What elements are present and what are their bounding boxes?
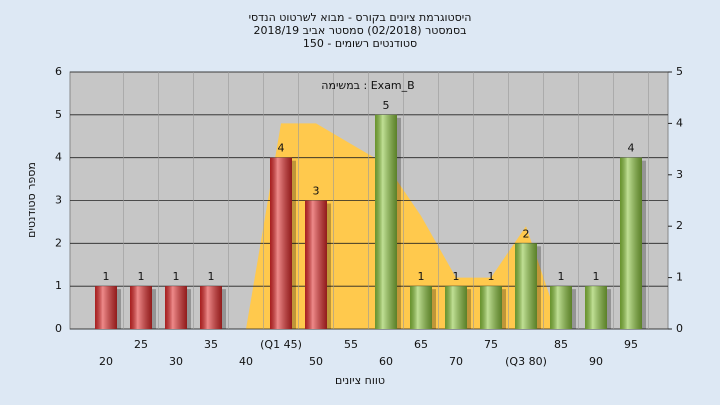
value-label: 1 xyxy=(138,270,145,283)
value-label: 1 xyxy=(418,270,425,283)
y-tick-label: 2 xyxy=(55,236,62,249)
bar-shine xyxy=(200,286,222,329)
x-tick-label: 60 xyxy=(379,355,393,368)
y-tick-label: 6 xyxy=(55,65,62,78)
chart-title: היסטוגרמת ציונים בקורס - מבוא לשרטוט הנד… xyxy=(249,11,472,24)
x-tick-label: 50 xyxy=(309,355,323,368)
bar-shine xyxy=(165,286,187,329)
y-tick-label: 1 xyxy=(55,279,62,292)
value-label: 1 xyxy=(453,270,460,283)
y2-tick-label: 3 xyxy=(676,168,683,181)
value-label: 1 xyxy=(173,270,180,283)
x-tick-label: 85 xyxy=(554,338,568,351)
y-axis-label: מספר סטודנטים xyxy=(25,162,38,238)
annotation: במשימה : Exam_B xyxy=(321,79,414,92)
value-label: 2 xyxy=(523,227,530,240)
chart-subtitle: סטודנטים רשומים - 150 xyxy=(303,37,417,50)
bar-shine xyxy=(480,286,502,329)
y2-tick-label: 2 xyxy=(676,219,683,232)
x-tick-label: 75 xyxy=(484,338,498,351)
x-tick-label: 90 xyxy=(589,355,603,368)
x-tick-label: 40 xyxy=(239,355,253,368)
x-tick-label: 95 xyxy=(624,338,638,351)
chart-subtitle: בסמסטר (02/2018) סמסטר אביב 2018/19 xyxy=(253,24,466,37)
y-tick-label: 0 xyxy=(55,322,62,335)
bar-shine xyxy=(130,286,152,329)
x-tick-label: 35 xyxy=(204,338,218,351)
y2-tick-label: 0 xyxy=(676,322,683,335)
bar-shine xyxy=(515,243,537,329)
x-tick-label: (Q3 80) xyxy=(505,355,547,368)
y2-tick-label: 1 xyxy=(676,271,683,284)
y-tick-label: 4 xyxy=(55,151,62,164)
x-tick-label: 70 xyxy=(449,355,463,368)
y-tick-label: 3 xyxy=(55,194,62,207)
x-tick-label: (Q1 45) xyxy=(260,338,302,351)
y2-tick-label: 5 xyxy=(676,65,683,78)
bar-shine xyxy=(550,286,572,329)
x-axis-label: טווח ציונים xyxy=(335,374,385,387)
value-label: 1 xyxy=(103,270,110,283)
bar-shine xyxy=(410,286,432,329)
value-label: 4 xyxy=(628,142,635,155)
bar-shine xyxy=(620,157,642,329)
bar-shine xyxy=(95,286,117,329)
bar-shine xyxy=(375,114,397,329)
bar-shine xyxy=(585,286,607,329)
x-tick-label: 55 xyxy=(344,338,358,351)
bar-shine xyxy=(305,200,327,329)
x-tick-label: 20 xyxy=(99,355,113,368)
x-tick-label: 65 xyxy=(414,338,428,351)
y2-tick-label: 4 xyxy=(676,116,683,129)
x-tick-label: 25 xyxy=(134,338,148,351)
value-label: 4 xyxy=(278,142,285,155)
value-label: 5 xyxy=(383,99,390,112)
bar-shine xyxy=(270,157,292,329)
value-label: 1 xyxy=(558,270,565,283)
value-label: 1 xyxy=(208,270,215,283)
x-tick-label: 30 xyxy=(169,355,183,368)
bar-shine xyxy=(445,286,467,329)
value-label: 3 xyxy=(313,185,320,198)
y-tick-label: 5 xyxy=(55,108,62,121)
value-label: 1 xyxy=(593,270,600,283)
value-label: 1 xyxy=(488,270,495,283)
